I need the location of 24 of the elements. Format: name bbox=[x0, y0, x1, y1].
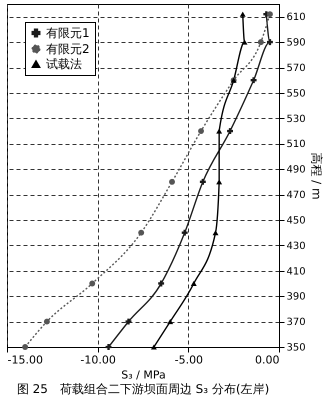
y-tick-label: 430 bbox=[286, 240, 306, 252]
y-tick-label: 490 bbox=[286, 164, 306, 176]
text: 图 25 荷载组合二下游坝面周边 S₃ 分布(左岸) bbox=[16, 382, 270, 396]
x-axis-title: S₃ / MPa bbox=[121, 368, 166, 382]
y-tick-label: 410 bbox=[286, 266, 306, 278]
y-tick-label: 350 bbox=[286, 342, 306, 354]
y-tick-label: 610 bbox=[286, 12, 306, 24]
x-tick-label: -5.00 bbox=[174, 354, 204, 366]
y-tick-label: 370 bbox=[286, 317, 306, 328]
y-tick-label: 510 bbox=[286, 139, 306, 150]
x-tick-label: -15.00 bbox=[8, 354, 43, 366]
y-tick-label: 530 bbox=[286, 114, 306, 125]
legend-label: 试载法 bbox=[46, 57, 82, 71]
y-tick-label: 590 bbox=[286, 38, 306, 49]
legend-label: 有限元2 bbox=[46, 42, 90, 56]
y-tick-label: 390 bbox=[286, 292, 306, 303]
legend-label: 有限元1 bbox=[46, 26, 90, 40]
y-tick-label: 550 bbox=[286, 88, 306, 100]
y-axis-title: 高程 / m bbox=[310, 152, 324, 200]
y-tick-label: 470 bbox=[286, 190, 306, 202]
y-tick-label: 570 bbox=[286, 63, 306, 74]
x-tick-label: 0.00 bbox=[255, 354, 280, 366]
x-tick-label: -10.00 bbox=[80, 354, 116, 366]
y-tick-label: 450 bbox=[286, 215, 306, 226]
